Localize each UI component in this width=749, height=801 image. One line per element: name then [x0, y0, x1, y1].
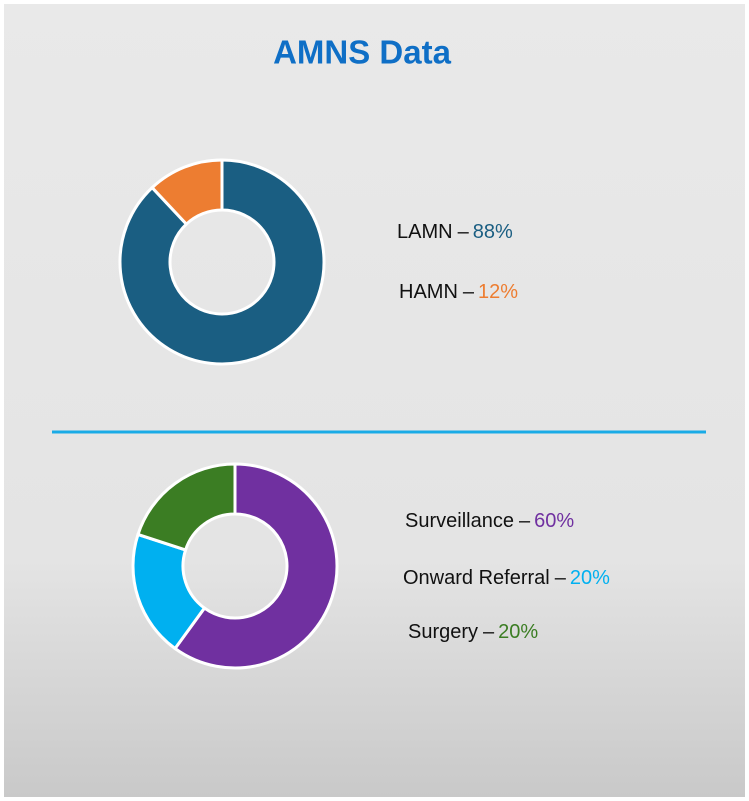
background	[4, 4, 745, 797]
legend-separator: –	[519, 510, 531, 532]
legend-name: Surgery	[408, 621, 478, 643]
legend-entry: Surgery–20%	[408, 621, 538, 643]
slide: AMNS Data LAMN–88%HAMN–12%Surveillance–6…	[0, 0, 749, 801]
title: AMNS Data	[273, 34, 452, 71]
legend-name: Surveillance	[405, 510, 514, 532]
legend-separator: –	[463, 281, 475, 303]
legend-name: HAMN	[399, 281, 458, 303]
legend-entry: Onward Referral–20%	[403, 567, 610, 589]
legend-value: 88%	[473, 221, 513, 243]
legend-separator: –	[483, 621, 495, 643]
legend-entry: Surveillance–60%	[405, 510, 574, 532]
legend-name: Onward Referral	[403, 567, 550, 589]
legend-value: 60%	[534, 510, 574, 532]
legend-name: LAMN	[397, 221, 453, 243]
legend-separator: –	[458, 221, 470, 243]
legend-separator: –	[555, 567, 567, 589]
legend-value: 20%	[498, 621, 538, 643]
legend-value: 12%	[478, 281, 518, 303]
legend-value: 20%	[570, 567, 610, 589]
